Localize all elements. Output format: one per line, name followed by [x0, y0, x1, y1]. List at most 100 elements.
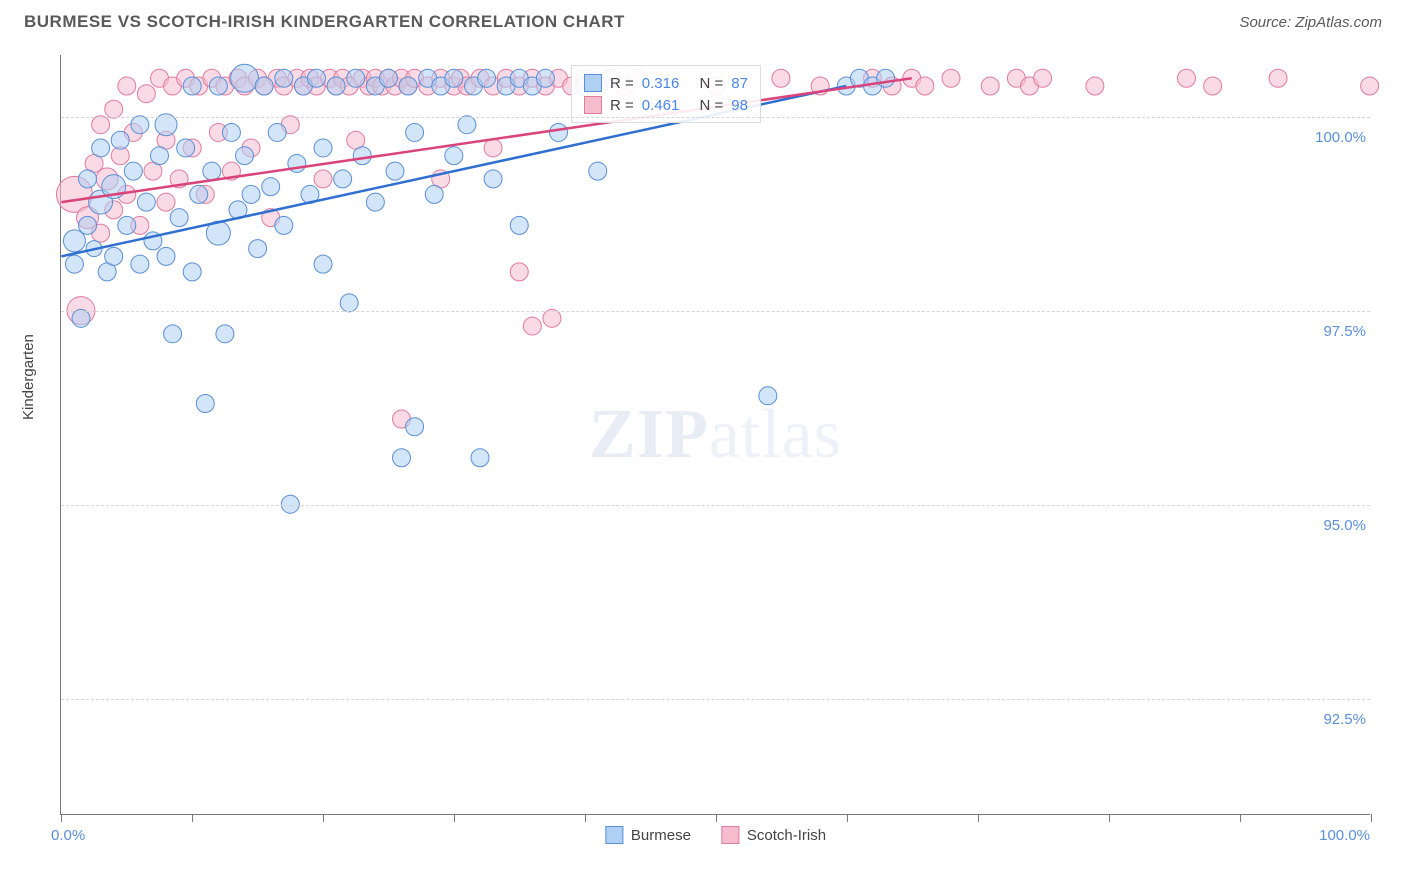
data-point: [222, 123, 240, 141]
data-point: [92, 116, 110, 134]
stats-row-scotch-irish: R = 0.461 N = 98: [584, 94, 748, 116]
data-point: [190, 185, 208, 203]
data-point: [916, 77, 934, 95]
gridline: [61, 505, 1370, 506]
stat-r-label: R =: [610, 97, 634, 114]
chart-header: BURMESE VS SCOTCH-IRISH KINDERGARTEN COR…: [0, 0, 1406, 40]
scatter-svg: [61, 55, 1370, 814]
data-point: [105, 247, 123, 265]
data-point: [406, 123, 424, 141]
data-point: [445, 147, 463, 165]
data-point: [164, 325, 182, 343]
data-point: [445, 69, 463, 87]
stat-n-label: N =: [699, 75, 723, 92]
data-point: [1177, 69, 1195, 87]
data-point: [425, 185, 443, 203]
data-point: [942, 69, 960, 87]
data-point: [406, 418, 424, 436]
legend-item-burmese: Burmese: [605, 826, 691, 844]
data-point: [183, 77, 201, 95]
data-point: [379, 69, 397, 87]
x-tick: [454, 814, 455, 822]
data-point: [203, 162, 221, 180]
data-point: [1034, 69, 1052, 87]
stat-r-value-scotch-irish: 0.461: [642, 97, 680, 114]
data-point: [877, 69, 895, 87]
x-axis-min-label: 0.0%: [51, 827, 85, 844]
data-point: [177, 139, 195, 157]
data-point: [314, 170, 332, 188]
data-point: [772, 69, 790, 87]
data-point: [216, 325, 234, 343]
x-tick: [978, 814, 979, 822]
data-point: [157, 193, 175, 211]
data-point: [589, 162, 607, 180]
data-point: [307, 69, 325, 87]
x-tick: [61, 814, 62, 822]
swatch-burmese: [584, 74, 602, 92]
y-axis-title: Kindergarten: [20, 334, 37, 420]
data-point: [124, 162, 142, 180]
data-point: [523, 317, 541, 335]
x-tick: [192, 814, 193, 822]
data-point: [314, 255, 332, 273]
stat-n-value-scotch-irish: 98: [731, 97, 748, 114]
x-tick: [1240, 814, 1241, 822]
data-point: [347, 69, 365, 87]
data-point: [111, 131, 129, 149]
data-point: [183, 263, 201, 281]
data-point: [137, 193, 155, 211]
y-tick-label: 95.0%: [1323, 517, 1372, 534]
data-point: [268, 123, 286, 141]
data-point: [1361, 77, 1379, 95]
data-point: [131, 255, 149, 273]
data-point: [1086, 77, 1104, 95]
data-point: [458, 116, 476, 134]
data-point: [79, 216, 97, 234]
data-point: [209, 77, 227, 95]
y-tick-label: 92.5%: [1323, 711, 1372, 728]
data-point: [510, 263, 528, 281]
data-point: [1269, 69, 1287, 87]
data-point: [170, 209, 188, 227]
data-point: [118, 77, 136, 95]
data-point: [536, 69, 554, 87]
legend-label-burmese: Burmese: [631, 827, 691, 844]
gridline: [61, 699, 1370, 700]
chart-source: Source: ZipAtlas.com: [1239, 14, 1382, 31]
data-point: [510, 216, 528, 234]
data-point: [543, 309, 561, 327]
stat-r-label: R =: [610, 75, 634, 92]
data-point: [196, 395, 214, 413]
data-point: [275, 216, 293, 234]
stat-n-label: N =: [699, 97, 723, 114]
legend-label-scotch-irish: Scotch-Irish: [747, 827, 826, 844]
legend-swatch-burmese: [605, 826, 623, 844]
data-point: [242, 185, 260, 203]
data-point: [484, 139, 502, 157]
data-point: [157, 247, 175, 265]
correlation-stats-box: R = 0.316 N = 87 R = 0.461 N = 98: [571, 65, 761, 123]
gridline: [61, 117, 1370, 118]
data-point: [255, 77, 273, 95]
legend-swatch-scotch-irish: [721, 826, 739, 844]
data-point: [150, 147, 168, 165]
gridline: [61, 311, 1370, 312]
legend: Burmese Scotch-Irish: [605, 826, 826, 844]
data-point: [131, 116, 149, 134]
data-point: [65, 255, 83, 273]
stats-row-burmese: R = 0.316 N = 87: [584, 72, 748, 94]
x-tick: [1371, 814, 1372, 822]
data-point: [399, 77, 417, 95]
x-tick: [1109, 814, 1110, 822]
chart-title: BURMESE VS SCOTCH-IRISH KINDERGARTEN COR…: [24, 12, 625, 32]
data-point: [334, 170, 352, 188]
data-point: [92, 139, 110, 157]
data-point: [478, 69, 496, 87]
data-point: [236, 147, 254, 165]
data-point: [118, 216, 136, 234]
data-point: [137, 85, 155, 103]
x-axis-max-label: 100.0%: [1319, 827, 1370, 844]
x-tick: [847, 814, 848, 822]
data-point: [471, 449, 489, 467]
